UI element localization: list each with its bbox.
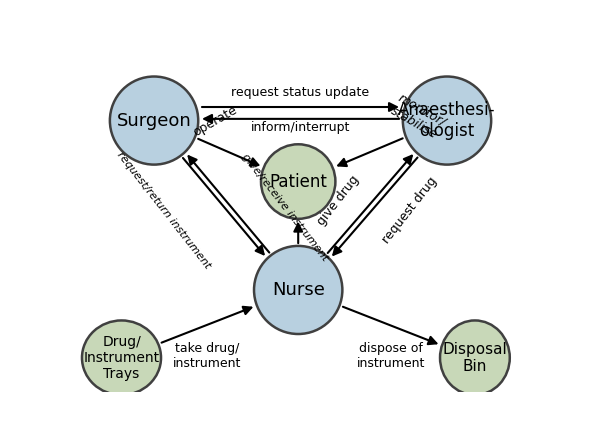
Ellipse shape bbox=[440, 320, 510, 395]
FancyArrowPatch shape bbox=[188, 156, 269, 253]
Text: Patient: Patient bbox=[269, 172, 327, 191]
FancyArrowPatch shape bbox=[161, 307, 251, 343]
Text: Disposal
Bin: Disposal Bin bbox=[443, 341, 507, 374]
Text: take drug/
instrument: take drug/ instrument bbox=[173, 341, 242, 370]
Text: inform/interrupt: inform/interrupt bbox=[251, 121, 350, 134]
Ellipse shape bbox=[82, 320, 161, 395]
FancyArrowPatch shape bbox=[338, 138, 403, 166]
Ellipse shape bbox=[403, 77, 491, 165]
Text: request/return instrument: request/return instrument bbox=[115, 150, 212, 271]
Text: request status update: request status update bbox=[232, 85, 370, 99]
FancyArrowPatch shape bbox=[198, 139, 259, 165]
Text: Anaesthesi-
ologist: Anaesthesi- ologist bbox=[398, 101, 496, 140]
Text: Surgeon: Surgeon bbox=[116, 112, 191, 129]
FancyArrowPatch shape bbox=[334, 158, 418, 255]
Text: Drug/
Instrument
Trays: Drug/ Instrument Trays bbox=[83, 334, 160, 381]
Text: give/receive instrument: give/receive instrument bbox=[240, 151, 329, 262]
FancyArrowPatch shape bbox=[295, 224, 302, 243]
FancyArrowPatch shape bbox=[343, 307, 436, 344]
Ellipse shape bbox=[254, 246, 343, 334]
FancyArrowPatch shape bbox=[183, 158, 263, 254]
FancyArrowPatch shape bbox=[328, 156, 412, 253]
Text: Nurse: Nurse bbox=[272, 281, 325, 299]
Ellipse shape bbox=[110, 77, 198, 165]
Text: dispose of
instrument: dispose of instrument bbox=[356, 342, 425, 370]
Ellipse shape bbox=[261, 144, 335, 219]
Text: give drug: give drug bbox=[314, 172, 361, 227]
Text: monitor/
stabilise: monitor/ stabilise bbox=[388, 92, 448, 142]
FancyArrowPatch shape bbox=[204, 115, 399, 123]
Text: operate: operate bbox=[191, 103, 240, 139]
FancyArrowPatch shape bbox=[202, 103, 397, 111]
Text: request drug: request drug bbox=[379, 175, 439, 246]
